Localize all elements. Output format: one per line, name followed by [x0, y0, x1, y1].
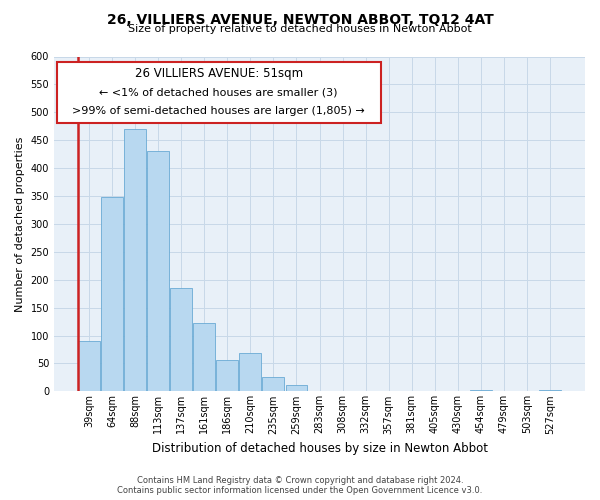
Bar	[101, 197, 123, 392]
X-axis label: Distribution of detached houses by size in Newton Abbot: Distribution of detached houses by size …	[152, 442, 488, 455]
Bar	[124, 128, 146, 392]
Bar	[286, 384, 307, 392]
Bar	[470, 390, 492, 392]
Text: 26 VILLIERS AVENUE: 51sqm: 26 VILLIERS AVENUE: 51sqm	[134, 67, 303, 80]
Text: 26, VILLIERS AVENUE, NEWTON ABBOT, TQ12 4AT: 26, VILLIERS AVENUE, NEWTON ABBOT, TQ12 …	[107, 12, 493, 26]
Bar	[170, 288, 192, 392]
Bar	[539, 390, 561, 392]
Bar	[262, 378, 284, 392]
Text: Size of property relative to detached houses in Newton Abbot: Size of property relative to detached ho…	[128, 24, 472, 34]
Text: ← <1% of detached houses are smaller (3): ← <1% of detached houses are smaller (3)	[100, 88, 338, 98]
Bar	[193, 322, 215, 392]
FancyBboxPatch shape	[56, 62, 380, 124]
Text: Contains HM Land Registry data © Crown copyright and database right 2024.: Contains HM Land Registry data © Crown c…	[137, 476, 463, 485]
Bar	[78, 341, 100, 392]
Bar	[239, 354, 262, 392]
Text: >99% of semi-detached houses are larger (1,805) →: >99% of semi-detached houses are larger …	[72, 106, 365, 117]
Y-axis label: Number of detached properties: Number of detached properties	[15, 136, 25, 312]
Bar	[217, 360, 238, 392]
Bar	[147, 152, 169, 392]
Text: Contains public sector information licensed under the Open Government Licence v3: Contains public sector information licen…	[118, 486, 482, 495]
